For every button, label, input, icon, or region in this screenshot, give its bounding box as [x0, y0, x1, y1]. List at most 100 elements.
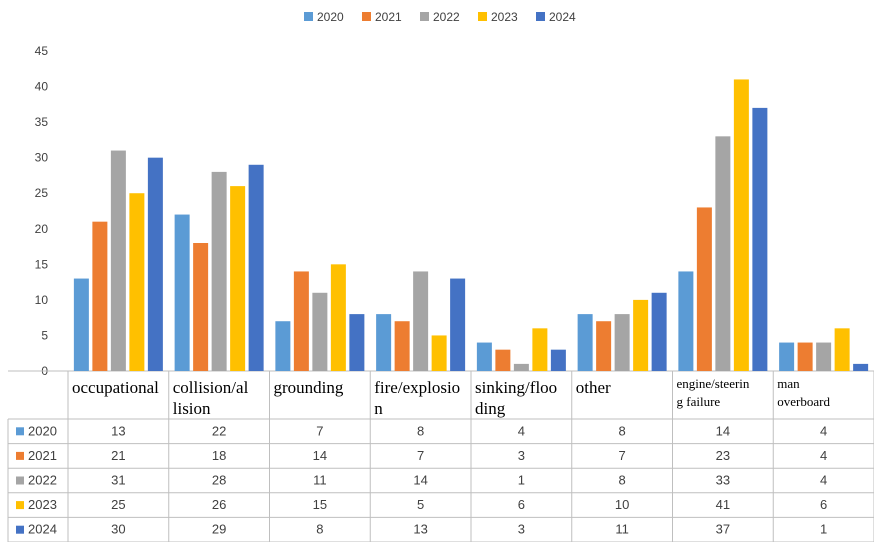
table-cell-2021-5: 7 [619, 448, 626, 463]
category-label-line: lision [173, 399, 211, 418]
bar-2023-6 [733, 79, 749, 371]
table-legend-key-2024 [16, 525, 24, 534]
bar-2023-2 [330, 264, 346, 371]
table-cell-2024-7: 1 [820, 522, 827, 537]
legend-label-2021: 2021 [375, 10, 402, 24]
bar-2023-3 [431, 335, 447, 371]
table-series-label-2023: 2023 [28, 497, 57, 512]
table-series-label-2022: 2022 [28, 473, 57, 488]
table-cell-2023-5: 10 [615, 497, 629, 512]
bar-2021-7 [797, 342, 813, 371]
table-cell-2020-5: 8 [619, 423, 626, 438]
category-label-line: occupational [72, 378, 159, 397]
category-label-line: fire/explosio [374, 378, 460, 397]
table-cell-2022-6: 33 [716, 473, 730, 488]
bar-2023-4 [532, 328, 548, 371]
bar-2022-4 [513, 363, 529, 371]
bar-2021-1 [193, 243, 209, 371]
category-label-4: sinking/floo ding [475, 378, 557, 418]
category-label-line: engine/steerin [677, 376, 750, 391]
bar-2023-7 [834, 328, 850, 371]
legend-label-2024: 2024 [549, 10, 576, 24]
table-cell-2024-3: 13 [413, 522, 427, 537]
table-cell-2023-6: 41 [716, 497, 730, 512]
y-tick-label-45: 45 [35, 44, 49, 58]
bar-2022-0 [110, 150, 126, 371]
table-cell-2022-1: 28 [212, 473, 226, 488]
table-cell-2023-3: 5 [417, 497, 424, 512]
table-cell-2023-0: 25 [111, 497, 125, 512]
table-cell-2021-1: 18 [212, 448, 226, 463]
category-label-line: sinking/floo [475, 378, 557, 397]
legend: 2020 2021 2022 2023 2024 [304, 10, 576, 24]
legend-swatch-2021 [362, 12, 371, 21]
bar-2020-4 [476, 342, 492, 371]
legend-swatch-2020 [304, 12, 313, 21]
table-cell-2020-7: 4 [820, 423, 827, 438]
table-cell-2024-1: 29 [212, 522, 226, 537]
table-cell-2024-2: 8 [316, 522, 323, 537]
category-label-line: ding [475, 399, 506, 418]
bar-2022-1 [211, 171, 227, 371]
table-cell-2020-2: 7 [316, 423, 323, 438]
bar-2020-3 [376, 314, 392, 371]
bar-2023-0 [129, 193, 145, 371]
category-label-2: grounding [274, 378, 344, 397]
legend-label-2022: 2022 [433, 10, 460, 24]
bar-2024-3 [450, 278, 466, 371]
table-cell-2023-4: 6 [518, 497, 525, 512]
table-cell-2021-3: 7 [417, 448, 424, 463]
category-label-line: man [777, 376, 800, 391]
y-tick-label-15: 15 [35, 257, 49, 271]
table-cell-2023-7: 6 [820, 497, 827, 512]
category-label-6: engine/steerin g failure [677, 376, 750, 409]
legend-label-2020: 2020 [317, 10, 344, 24]
table-legend-key-2020 [16, 427, 24, 436]
bar-2020-1 [174, 214, 190, 371]
table-cell-2021-4: 3 [518, 448, 525, 463]
bar-2024-4 [550, 349, 566, 371]
table-cell-2022-4: 1 [518, 473, 525, 488]
bar-2024-6 [752, 107, 768, 371]
category-label-5: other [576, 378, 611, 397]
table-cell-2020-1: 22 [212, 423, 226, 438]
bar-2023-5 [633, 299, 649, 371]
bar-2022-6 [715, 136, 731, 371]
bar-2021-6 [696, 207, 712, 371]
y-tick-label-25: 25 [35, 186, 49, 200]
table-cell-2022-2: 11 [313, 473, 327, 488]
legend-swatch-2022 [420, 12, 429, 21]
table-cell-2024-6: 37 [716, 522, 730, 537]
table-cell-2024-4: 3 [518, 522, 525, 537]
table-cell-2021-2: 14 [313, 448, 327, 463]
category-label-0: occupational [72, 378, 159, 397]
category-label-3: fire/explosio n [374, 378, 460, 418]
table-cell-2024-5: 11 [615, 522, 629, 537]
table-cell-2023-2: 15 [313, 497, 327, 512]
table-cell-2020-4: 4 [518, 423, 525, 438]
category-label-7: man overboard [777, 376, 830, 409]
legend-swatch-2024 [536, 12, 545, 21]
y-tick-label-5: 5 [41, 328, 48, 342]
table-cell-2022-7: 4 [820, 473, 827, 488]
table-series-label-2020: 2020 [28, 423, 57, 438]
bar-2022-2 [312, 292, 328, 371]
y-tick-label-10: 10 [35, 293, 49, 307]
bar-2024-2 [349, 314, 365, 371]
bar-2020-2 [275, 321, 291, 371]
table-cell-2023-1: 26 [212, 497, 226, 512]
bar-2021-2 [293, 271, 309, 371]
table-cell-2020-0: 13 [111, 423, 125, 438]
table-cell-2024-0: 30 [111, 522, 125, 537]
table-series-label-2024: 2024 [28, 522, 57, 537]
table-cell-2021-7: 4 [820, 448, 827, 463]
bar-2021-3 [394, 321, 410, 371]
table-cell-2022-0: 31 [111, 473, 125, 488]
bar-2020-0 [73, 278, 89, 371]
table-legend-key-2023 [16, 501, 24, 510]
legend-label-2023: 2023 [491, 10, 518, 24]
bar-2022-3 [413, 271, 429, 371]
table-cell-2020-6: 14 [716, 423, 730, 438]
